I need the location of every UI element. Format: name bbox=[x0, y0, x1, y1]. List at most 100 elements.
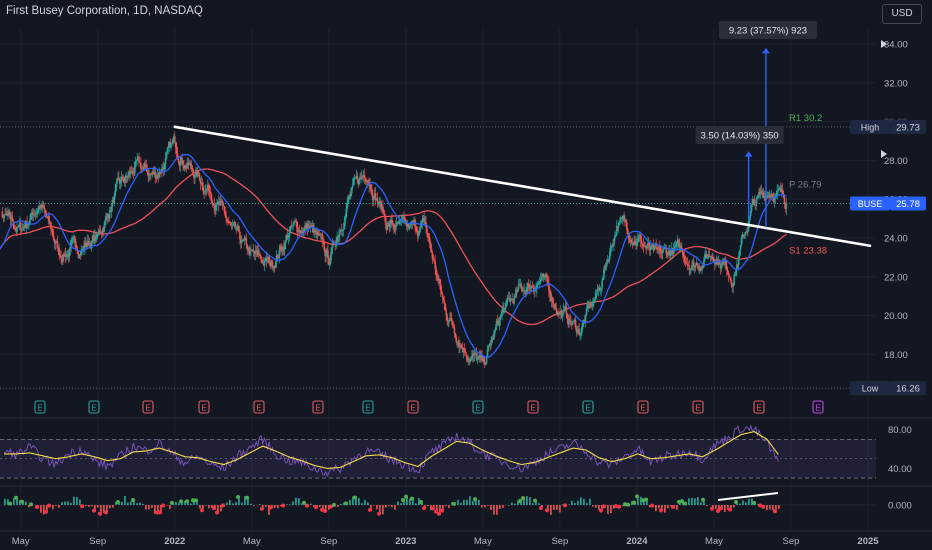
candle-body bbox=[149, 173, 151, 175]
osc-bar bbox=[418, 498, 420, 505]
candle-body bbox=[437, 277, 439, 281]
oscillator-pane[interactable]: 0.000 bbox=[0, 485, 932, 516]
time-tick-label: Sep bbox=[89, 536, 106, 547]
candle-body bbox=[669, 251, 671, 256]
osc-bar bbox=[640, 496, 642, 505]
time-tick-label: May bbox=[705, 536, 723, 547]
candle-body bbox=[599, 289, 602, 291]
axis-marker bbox=[881, 40, 887, 48]
candle-body bbox=[376, 198, 379, 202]
candle-body bbox=[707, 254, 710, 258]
candle-body bbox=[504, 308, 506, 313]
candle-body bbox=[677, 239, 679, 242]
price-axis[interactable]: 18.0020.0022.0024.0026.0028.0032.0034.00… bbox=[850, 40, 926, 396]
measure-label: 9.23 (37.57%) 923 bbox=[729, 26, 807, 37]
osc-bar bbox=[292, 501, 294, 505]
earnings-event-label: E bbox=[37, 404, 42, 413]
candle-body bbox=[227, 220, 229, 223]
candle-body bbox=[360, 177, 362, 179]
measurement-drawings[interactable]: 9.23 (37.57%) 923 3.50 (14.03%) 350 bbox=[695, 21, 817, 228]
candle-body bbox=[206, 189, 208, 191]
candle-body bbox=[443, 300, 446, 305]
osc-bar bbox=[478, 499, 480, 505]
osc-dot bbox=[161, 503, 165, 508]
candle-body bbox=[712, 256, 714, 259]
candle-body bbox=[637, 238, 639, 242]
candle-body bbox=[320, 234, 323, 235]
osc-bar bbox=[592, 505, 594, 507]
candle-body bbox=[135, 160, 138, 162]
candle-body bbox=[476, 359, 479, 361]
osc-dot bbox=[212, 506, 216, 511]
candle-body bbox=[666, 253, 668, 256]
candle-body bbox=[181, 157, 183, 162]
candle-body bbox=[613, 238, 615, 246]
candle-body bbox=[249, 250, 251, 255]
candle-body bbox=[405, 223, 408, 227]
candle-body bbox=[186, 163, 189, 169]
earnings-event-label: E bbox=[256, 404, 261, 413]
candle-body bbox=[166, 147, 169, 153]
candle-body bbox=[174, 141, 177, 148]
candle-body bbox=[767, 195, 769, 197]
candle-body bbox=[702, 265, 704, 268]
candle-body bbox=[77, 254, 80, 258]
candle-body bbox=[140, 168, 143, 170]
candle-body bbox=[220, 200, 223, 202]
osc-bar bbox=[436, 505, 438, 513]
candle-body bbox=[51, 229, 53, 232]
candle-body bbox=[673, 246, 676, 249]
earnings-event-marker bbox=[253, 400, 265, 414]
osc-bar bbox=[649, 505, 651, 508]
candle-body bbox=[668, 251, 670, 252]
candle-body bbox=[31, 212, 34, 216]
osc-dot bbox=[116, 500, 120, 505]
candle-body bbox=[125, 175, 127, 177]
osc-bar bbox=[562, 504, 564, 505]
candle-body bbox=[704, 253, 707, 255]
osc-dot bbox=[221, 503, 225, 508]
candle-body bbox=[604, 265, 607, 267]
osc-bar bbox=[718, 505, 720, 512]
candle-body bbox=[678, 239, 680, 248]
candle-body bbox=[754, 205, 757, 206]
currency-button[interactable]: USD bbox=[882, 4, 922, 24]
osc-dot bbox=[701, 497, 705, 502]
candle-body bbox=[493, 333, 495, 340]
candle-body bbox=[466, 357, 469, 360]
time-tick-label: 2022 bbox=[164, 536, 185, 547]
candle-body bbox=[575, 327, 578, 333]
earnings-event-label: E bbox=[201, 404, 206, 413]
candle-body bbox=[452, 325, 455, 328]
osc-bar bbox=[748, 498, 750, 505]
candle-body bbox=[714, 262, 716, 265]
candle-body bbox=[114, 190, 116, 197]
candle-body bbox=[566, 313, 569, 319]
candle-body bbox=[732, 285, 735, 287]
trendline-drawing[interactable] bbox=[173, 125, 872, 248]
time-axis[interactable]: May Sep 2022 May Sep 2023 May Sep 2024 May Sep 2025 bbox=[0, 530, 932, 547]
osc-bar bbox=[133, 499, 135, 505]
osc-bar bbox=[589, 498, 591, 505]
candle-body bbox=[357, 179, 359, 185]
osc-trendline bbox=[717, 492, 779, 501]
candle-body bbox=[507, 298, 510, 299]
candle-body bbox=[730, 280, 733, 285]
earnings-event-marker bbox=[362, 400, 374, 414]
candle-body bbox=[157, 175, 160, 177]
candle-body bbox=[282, 246, 284, 251]
candle-body bbox=[586, 307, 589, 309]
rsi-pane[interactable]: 40.00 80.00 bbox=[0, 417, 932, 479]
candle-body bbox=[255, 251, 258, 253]
candle-body bbox=[463, 348, 466, 352]
osc-bar bbox=[391, 505, 393, 508]
osc-bar bbox=[643, 499, 645, 505]
candle-body bbox=[101, 229, 104, 234]
candle-body bbox=[213, 204, 215, 209]
osc-bar bbox=[106, 505, 108, 514]
candle-body bbox=[208, 190, 211, 193]
candle-body bbox=[547, 281, 549, 284]
candle-body bbox=[723, 262, 725, 264]
